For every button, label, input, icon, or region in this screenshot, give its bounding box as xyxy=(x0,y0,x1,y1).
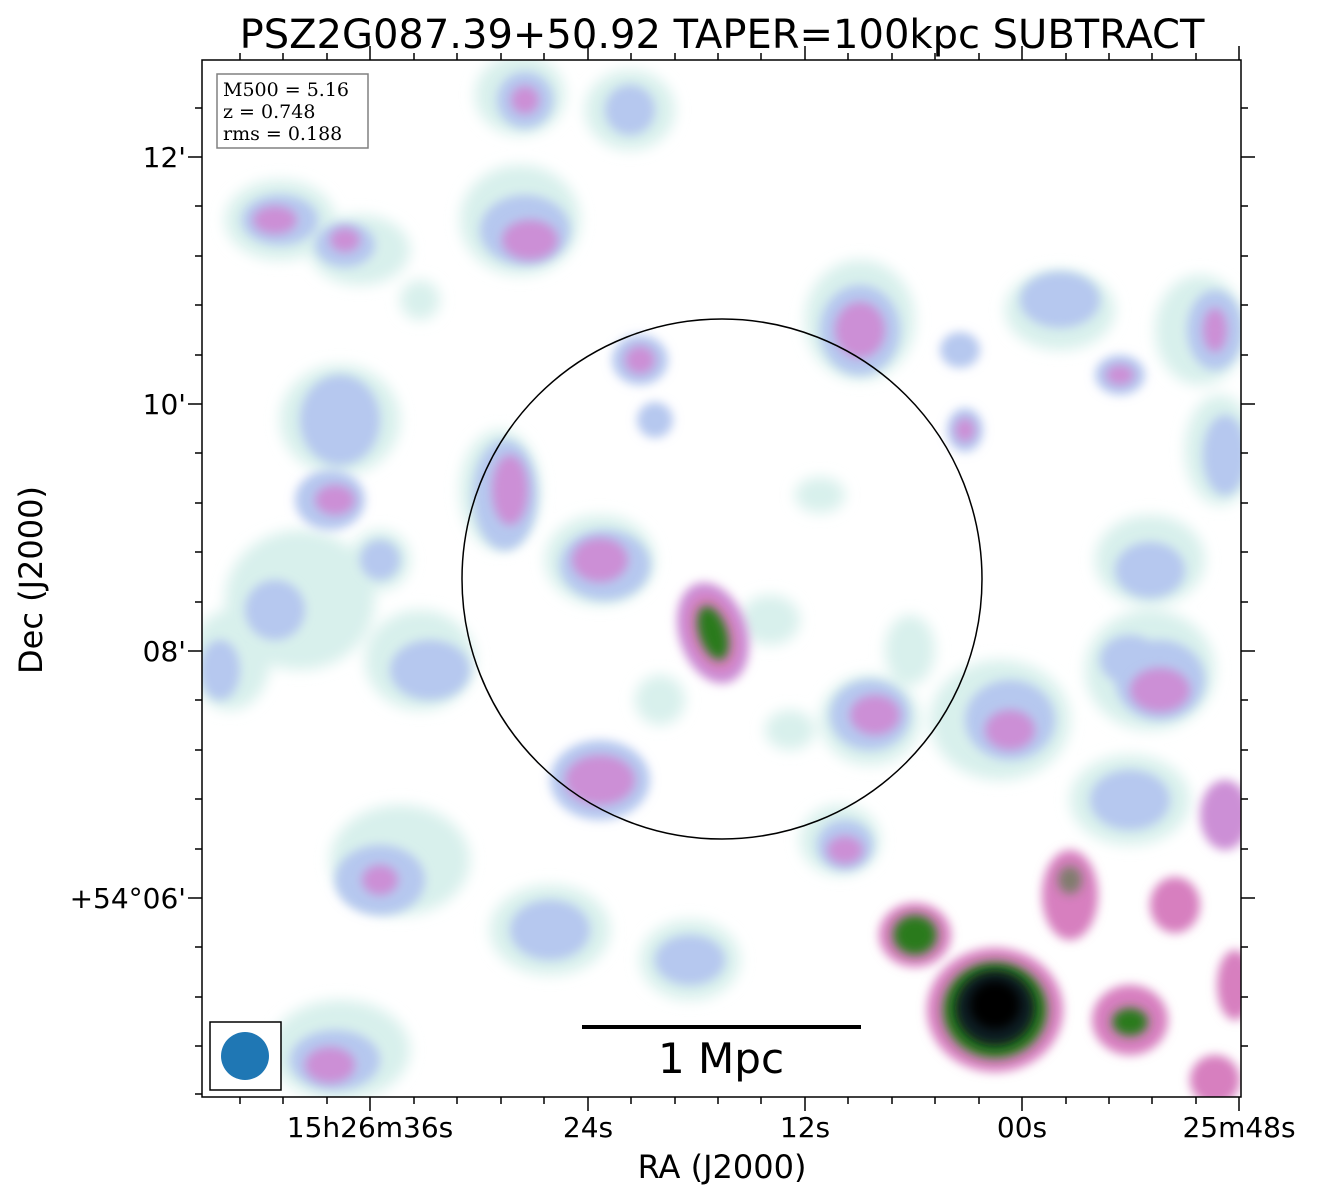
y-axis-label: Dec (J2000) xyxy=(12,486,50,674)
beam-ellipse xyxy=(221,1032,269,1080)
central-source xyxy=(676,582,750,684)
x-tick-label-2: 12s xyxy=(780,1111,830,1144)
info-box-frame xyxy=(216,73,369,149)
plot-frame xyxy=(201,59,1242,1098)
scale-bar: 1 Mpc xyxy=(582,1025,861,1083)
info-rms: rms = 0.188 xyxy=(223,123,342,145)
chart-title: PSZ2G087.39+50.92 TAPER=100kpc SUBTRACT xyxy=(240,12,1205,58)
axis-ticks xyxy=(188,46,1255,1111)
info-m500: M500 = 5.16 xyxy=(223,79,349,101)
y-tick-label-1: 10' xyxy=(143,388,186,421)
x-tick-label-3: 00s xyxy=(997,1111,1047,1144)
x-tick-label-1: 24s xyxy=(563,1111,613,1144)
info-redshift: z = 0.748 xyxy=(223,101,315,123)
y-tick-label-3: +54°06' xyxy=(70,882,186,915)
emission-pink xyxy=(253,86,1241,1083)
x-axis-label: RA (J2000) xyxy=(638,1148,807,1186)
emission-map xyxy=(202,60,1241,1097)
beam-indicator xyxy=(209,1021,282,1091)
x-tick-label-0: 15h26m36s xyxy=(287,1111,454,1144)
y-tick-label-0: 12' xyxy=(143,141,186,174)
r500-circle xyxy=(461,318,983,840)
scale-bar-label: 1 Mpc xyxy=(658,1034,784,1083)
bright-sources xyxy=(879,850,1241,1097)
x-tick-label-4: 25m48s xyxy=(1182,1111,1295,1144)
y-tick-label-2: 08' xyxy=(143,635,186,668)
info-box: M500 = 5.16 z = 0.748 rms = 0.188 xyxy=(216,73,369,149)
